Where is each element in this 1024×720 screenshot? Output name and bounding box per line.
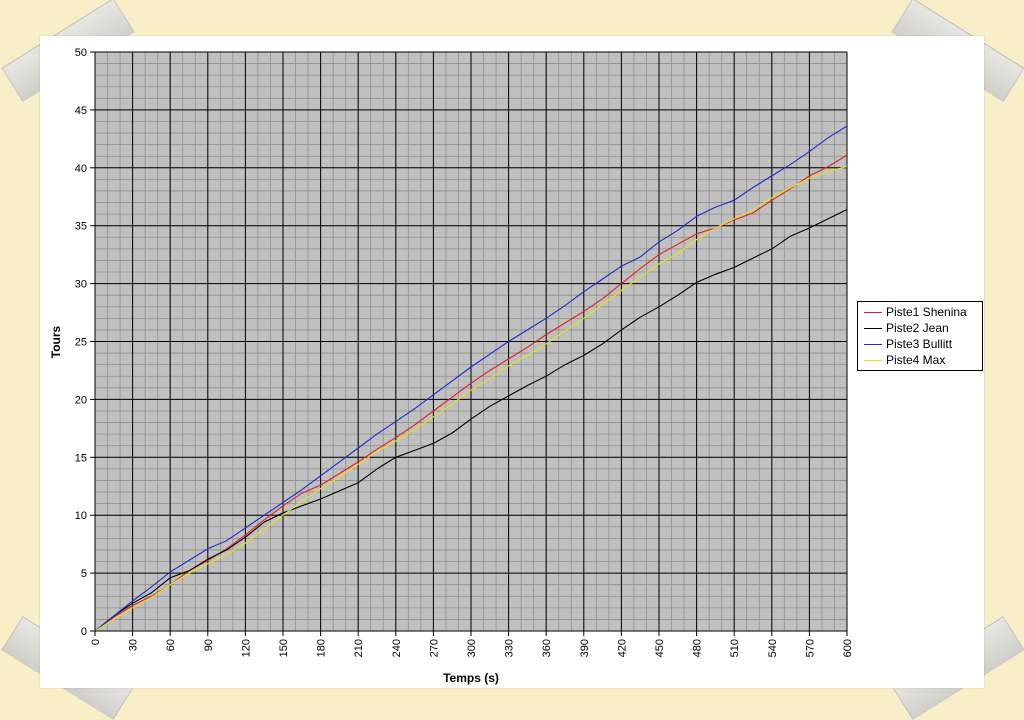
x-tick-label: 60	[165, 639, 177, 651]
y-axis-title: Tours	[49, 325, 63, 358]
x-tick-label: 210	[353, 639, 365, 657]
y-tick-label: 10	[75, 510, 87, 522]
legend-item-4: Piste4 Max	[858, 352, 982, 368]
axes	[90, 51, 848, 636]
series-line-4	[94, 166, 848, 632]
x-tick-label: 270	[428, 639, 440, 657]
x-tick-label: 150	[278, 639, 290, 657]
x-tick-label: 450	[654, 639, 666, 657]
x-tick-label: 180	[316, 639, 328, 657]
x-tick-label: 390	[579, 639, 591, 657]
y-tick-label: 20	[75, 394, 87, 406]
x-tick-label: 510	[729, 639, 741, 657]
legend-item-1: Piste1 Shenina	[858, 304, 982, 320]
x-tick-label: 600	[842, 639, 854, 657]
series-line-2	[94, 209, 848, 632]
x-tick-label: 540	[767, 639, 779, 657]
legend-swatch	[864, 359, 882, 361]
y-tick-label: 5	[81, 568, 87, 580]
series-line-3	[94, 125, 848, 632]
legend-swatch	[864, 327, 882, 329]
y-tick-label: 30	[75, 279, 87, 291]
x-tick-label: 0	[90, 639, 102, 645]
major-grid	[94, 51, 848, 632]
x-tick-label: 480	[692, 639, 704, 657]
legend: Piste1 Shenina Piste2 Jean Piste3 Bullitt P…	[857, 301, 983, 371]
y-tick-label: 15	[75, 452, 87, 464]
x-tick-label: 90	[203, 639, 215, 651]
x-axis-title: Temps (s)	[443, 671, 499, 685]
y-tick-label: 50	[75, 47, 87, 59]
legend-label: Piste2 Jean	[886, 321, 949, 335]
legend-item-3: Piste3 Bullitt	[858, 336, 982, 352]
legend-label: Piste4 Max	[886, 353, 946, 367]
y-tick-label: 25	[75, 337, 87, 349]
x-tick-label: 240	[391, 639, 403, 657]
y-tick-label: 45	[75, 105, 87, 117]
y-tick-label: 40	[75, 163, 87, 175]
x-tick-label: 30	[128, 639, 140, 651]
legend-item-2: Piste2 Jean	[858, 320, 982, 336]
y-tick-label: 0	[81, 626, 87, 638]
legend-label: Piste3 Bullitt	[886, 337, 953, 351]
x-tick-label: 360	[541, 639, 553, 657]
series-layer	[94, 125, 848, 632]
legend-swatch	[864, 343, 882, 345]
x-tick-label: 570	[804, 639, 816, 657]
x-tick-label: 300	[466, 639, 478, 657]
legend-swatch	[864, 311, 882, 313]
x-tick-label: 330	[504, 639, 516, 657]
y-tick-label: 35	[75, 221, 87, 233]
x-tick-label: 120	[240, 639, 252, 657]
x-tick-label: 420	[616, 639, 628, 657]
legend-label: Piste1 Shenina	[886, 305, 967, 319]
